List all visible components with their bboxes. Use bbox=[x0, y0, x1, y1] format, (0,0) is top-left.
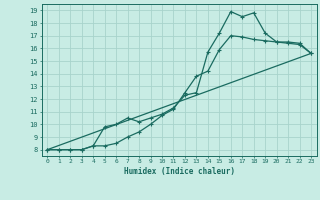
X-axis label: Humidex (Indice chaleur): Humidex (Indice chaleur) bbox=[124, 167, 235, 176]
